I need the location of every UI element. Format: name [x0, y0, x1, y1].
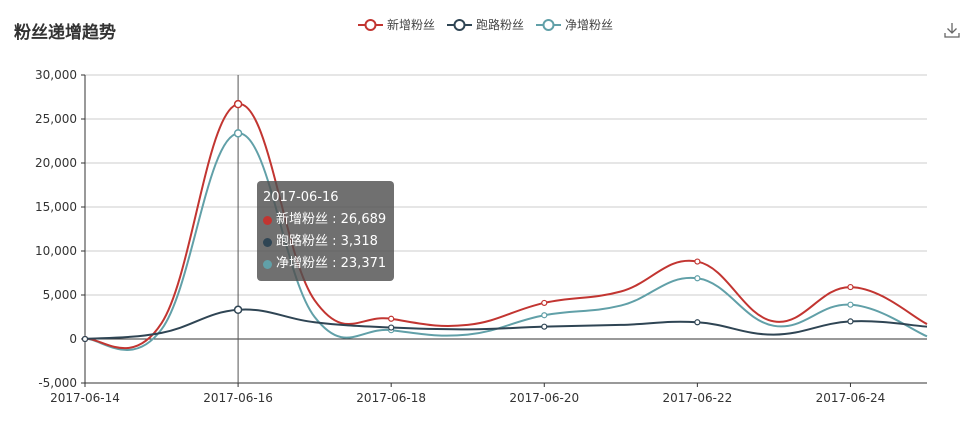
y-tick-label: 0	[69, 332, 77, 346]
tooltip-row: 净增粉丝 : 23,371	[263, 253, 388, 275]
tooltip-row: 新增粉丝 : 26,689	[263, 209, 388, 231]
series-line	[84, 308, 928, 340]
x-tick-label: 2017-06-22	[662, 391, 732, 405]
hover-point	[233, 99, 243, 109]
tooltip-date: 2017-06-16	[263, 190, 339, 205]
legend-marker-icon	[536, 18, 562, 31]
y-tick-label: 25,000	[35, 112, 77, 126]
tooltip-row-label: 净增粉丝 : 23,371	[276, 256, 387, 271]
x-tick-label: 2017-06-14	[50, 391, 120, 405]
download-icon[interactable]	[944, 22, 960, 42]
data-point	[81, 335, 89, 343]
series-line	[84, 103, 928, 349]
series-dot	[263, 215, 272, 225]
x-tick-label: 2017-06-20	[509, 391, 579, 405]
legend-label: 跑路粉丝	[476, 18, 525, 32]
x-tick-label: 2017-06-24	[816, 391, 886, 405]
data-point	[388, 315, 395, 322]
data-point	[847, 283, 854, 291]
chart-title: 粉丝递增趋势	[14, 23, 116, 43]
data-point	[694, 258, 701, 265]
data-point	[388, 324, 395, 331]
data-point	[541, 299, 548, 307]
series-dot	[263, 259, 272, 269]
tooltip-row-label: 跑路粉丝 : 3,318	[276, 234, 378, 249]
series-line	[84, 132, 928, 351]
legend-item-new[interactable]: 新增粉丝	[358, 16, 435, 33]
tooltip-row: 跑路粉丝 : 3,318	[263, 231, 388, 253]
y-tick-label: 15,000	[35, 200, 77, 214]
y-tick-label: -5,000	[38, 376, 77, 390]
hover-point	[233, 129, 243, 138]
data-point	[694, 275, 701, 282]
data-point	[847, 318, 854, 325]
y-tick-label: 10,000	[35, 244, 77, 258]
legend-item-net[interactable]: 净增粉丝	[536, 16, 613, 33]
hover-point	[233, 305, 243, 315]
legend-marker-icon	[447, 18, 473, 31]
y-tick-label: 30,000	[35, 68, 77, 82]
data-point	[847, 301, 854, 308]
data-point	[541, 323, 548, 330]
series-dot	[263, 237, 272, 247]
y-tick-label: 5,000	[43, 288, 77, 302]
legend: 新增粉丝 跑路粉丝 净增粉丝	[358, 16, 613, 33]
legend-marker-icon	[358, 18, 383, 31]
legend-label: 净增粉丝	[565, 18, 614, 32]
legend-item-lost[interactable]: 跑路粉丝	[447, 16, 524, 33]
data-point	[541, 312, 548, 319]
tooltip: 2017-06-16 新增粉丝 : 26,689 跑路粉丝 : 3,318 净增…	[257, 181, 394, 281]
y-tick-label: 20,000	[35, 156, 77, 170]
x-tick-label: 2017-06-18	[356, 391, 426, 405]
data-point	[694, 319, 701, 326]
x-tick-label: 2017-06-16	[203, 391, 273, 405]
legend-label: 新增粉丝	[387, 18, 436, 32]
tooltip-row-label: 新增粉丝 : 26,689	[276, 212, 387, 227]
